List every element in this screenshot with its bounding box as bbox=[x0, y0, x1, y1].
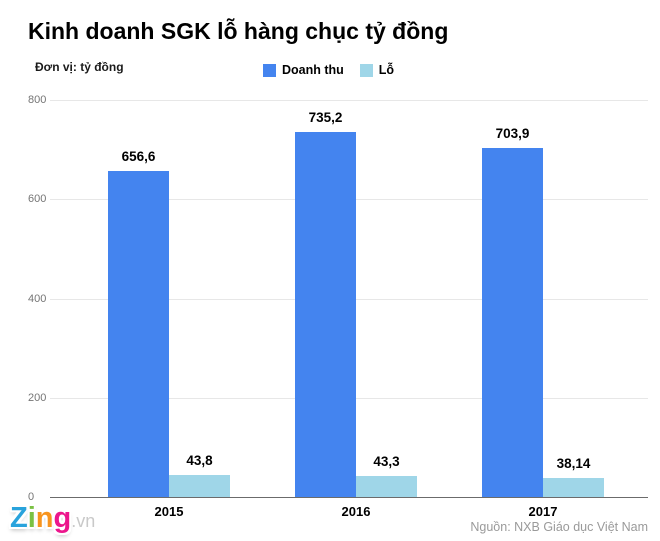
legend-swatch-icon bbox=[263, 63, 276, 77]
x-axis-line bbox=[50, 497, 648, 498]
logo-suffix: .vn bbox=[71, 511, 96, 531]
logo-letter: g bbox=[53, 502, 72, 534]
y-tick-label: 200 bbox=[28, 392, 47, 404]
y-tick-label: 400 bbox=[28, 293, 47, 305]
value-label: 43,8 bbox=[186, 453, 213, 469]
legend: Doanh thu Lỗ bbox=[263, 63, 394, 77]
gridline bbox=[50, 100, 648, 101]
legend-label: Doanh thu bbox=[282, 63, 344, 77]
value-label: 656,6 bbox=[121, 149, 156, 165]
legend-item-doanh-thu: Doanh thu bbox=[263, 63, 344, 77]
source-credit: Nguồn: NXB Giáo dục Việt Nam bbox=[470, 520, 648, 534]
y-tick-label: 800 bbox=[28, 94, 47, 106]
bar-doanh-thu-2016 bbox=[295, 132, 356, 497]
value-label: 43,3 bbox=[373, 453, 400, 469]
legend-item-lỗ: Lỗ bbox=[359, 63, 395, 77]
y-tick-label: 0 bbox=[28, 491, 35, 503]
logo-letter: n bbox=[35, 502, 54, 534]
x-tick-label: 2017 bbox=[528, 504, 558, 519]
legend-swatch-icon bbox=[359, 63, 373, 77]
value-label: 735,2 bbox=[308, 110, 343, 126]
bar-doanh-thu-2015 bbox=[108, 171, 169, 497]
value-label: 38,14 bbox=[556, 456, 591, 472]
value-label: 703,9 bbox=[495, 125, 530, 141]
unit-label: Đơn vị: tỷ đồng bbox=[35, 60, 124, 74]
bar-doanh-thu-2017 bbox=[482, 147, 543, 497]
bar-lỗ-2017 bbox=[543, 478, 604, 497]
x-tick-label: 2015 bbox=[154, 504, 184, 519]
y-tick-label: 600 bbox=[28, 193, 47, 205]
zing-logo: Zing.vn bbox=[10, 502, 95, 535]
logo-letter: Z bbox=[10, 502, 28, 534]
x-tick-label: 2016 bbox=[341, 504, 371, 519]
legend-label: Lỗ bbox=[378, 63, 395, 77]
logo-letter: i bbox=[27, 502, 36, 534]
bar-lỗ-2016 bbox=[356, 475, 417, 497]
page-title: Kinh doanh SGK lỗ hàng chục tỷ đồng bbox=[28, 18, 449, 44]
bar-lỗ-2015 bbox=[169, 475, 230, 497]
